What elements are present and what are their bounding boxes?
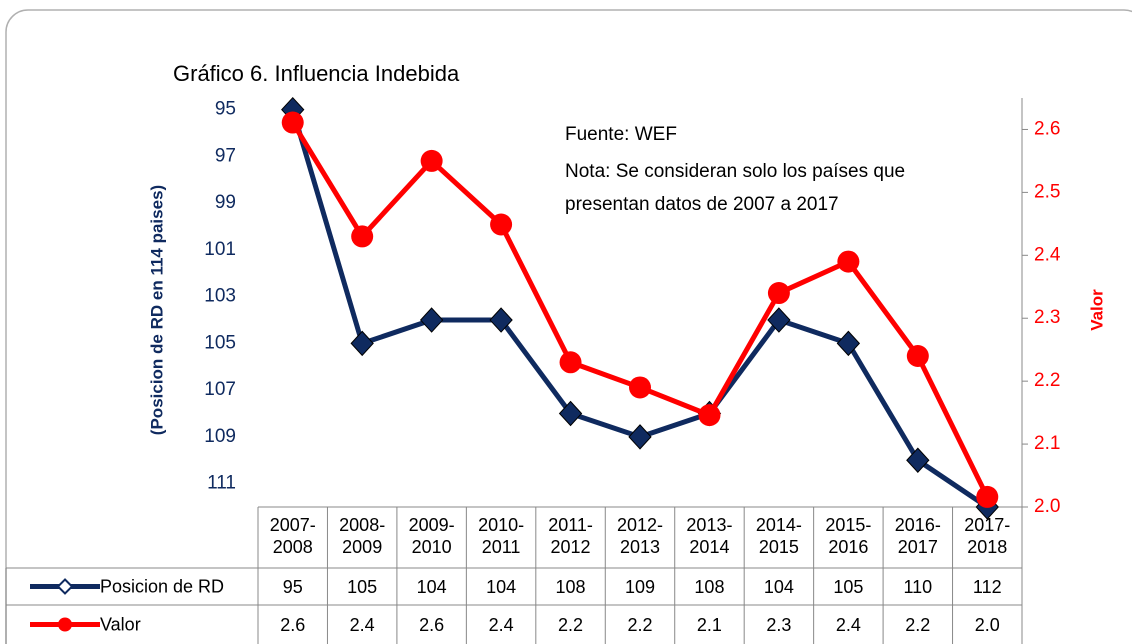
marker [559, 351, 582, 374]
y-tick-label: 109 [204, 426, 236, 447]
data-label: 2.3 [766, 614, 792, 635]
marker [767, 307, 791, 333]
data-label: 2.2 [558, 614, 584, 635]
marker [281, 111, 304, 134]
data-label: 108 [555, 576, 586, 597]
marker [490, 213, 513, 236]
y2-axis-label: Valor [1087, 289, 1106, 331]
data-label: 105 [833, 576, 864, 597]
y-axis-label: (Posicion de RD en 114 paises) [147, 185, 166, 435]
marker [419, 307, 444, 333]
y-tick-label: 103 [204, 286, 236, 307]
marker [906, 447, 930, 473]
y2-tick-label: 2.3 [1034, 307, 1060, 328]
marker [767, 282, 790, 305]
x-tick-label: 2017- 2018 [964, 515, 1011, 557]
data-label: 2.4 [488, 614, 514, 635]
data-label: 108 [694, 576, 725, 597]
legend-label: Valor [100, 614, 141, 634]
marker [836, 330, 861, 357]
y2-tick-label: 2.5 [1034, 181, 1060, 202]
data-label: 109 [624, 576, 656, 597]
data-label: 2.4 [349, 614, 375, 635]
y2-tick-label: 2.6 [1034, 118, 1060, 139]
x-tick-label: 2012- 2013 [616, 515, 664, 557]
data-label: 105 [347, 576, 378, 597]
y-tick-label: 99 [215, 192, 236, 213]
marker [837, 250, 860, 273]
data-label: 2.0 [974, 614, 1000, 635]
x-tick-label: 2008- 2009 [339, 515, 386, 557]
y2-tick-label: 2.4 [1034, 244, 1061, 265]
marker [976, 485, 999, 508]
data-label: 2.6 [419, 614, 445, 635]
y-tick-label: 111 [207, 473, 236, 494]
annotation: presentan datos de 2007 a 2017 [565, 194, 839, 215]
data-label: 95 [282, 576, 303, 597]
marker [698, 404, 721, 427]
x-tick-label: 2007- 2008 [269, 515, 316, 557]
y-tick-label: 95 [215, 99, 236, 120]
x-tick-label: 2011- 2012 [548, 515, 593, 557]
data-label: 2.2 [627, 614, 653, 635]
y-tick-label: 101 [204, 239, 236, 260]
annotation: Fuente: WEF [565, 124, 677, 145]
marker [350, 330, 374, 357]
x-tick-label: 2014- 2015 [755, 515, 802, 557]
chart-title: Gráfico 6. Influencia Indebida [173, 61, 460, 86]
data-label: 104 [763, 576, 794, 597]
x-tick-label: 2010- 2011 [478, 515, 525, 557]
legend-marker [56, 578, 74, 595]
marker [629, 376, 651, 399]
y-tick-label: 107 [204, 379, 236, 400]
data-label: 2.6 [280, 614, 306, 635]
legend-label: Posicion de RD [100, 576, 224, 596]
data-label: 104 [486, 576, 517, 597]
data-label: 2.4 [835, 614, 861, 635]
annotation: Nota: Se consideran solo los países que [565, 161, 905, 182]
y2-tick-label: 2.0 [1034, 496, 1060, 517]
data-label: 2.2 [905, 614, 931, 635]
frame [5, 9, 1132, 644]
y-tick-label: 105 [204, 332, 236, 353]
marker [420, 149, 443, 172]
legend-marker [58, 617, 72, 632]
y-tick-label: 97 [215, 145, 236, 166]
x-tick-label: 2016- 2017 [894, 515, 941, 557]
x-tick-label: 2013- 2014 [686, 515, 733, 557]
x-tick-label: 2009- 2010 [408, 515, 455, 557]
data-label: 110 [903, 576, 933, 597]
x-tick-label: 2015- 2016 [825, 515, 872, 557]
y2-tick-label: 2.2 [1034, 370, 1060, 391]
marker [351, 225, 374, 248]
data-label: 104 [416, 576, 447, 597]
marker [558, 400, 583, 427]
y2-tick-label: 2.1 [1034, 433, 1060, 454]
data-label: 2.1 [696, 614, 722, 635]
data-label: 112 [972, 576, 1002, 597]
marker [906, 344, 929, 367]
marker [628, 424, 652, 450]
marker [489, 307, 513, 333]
